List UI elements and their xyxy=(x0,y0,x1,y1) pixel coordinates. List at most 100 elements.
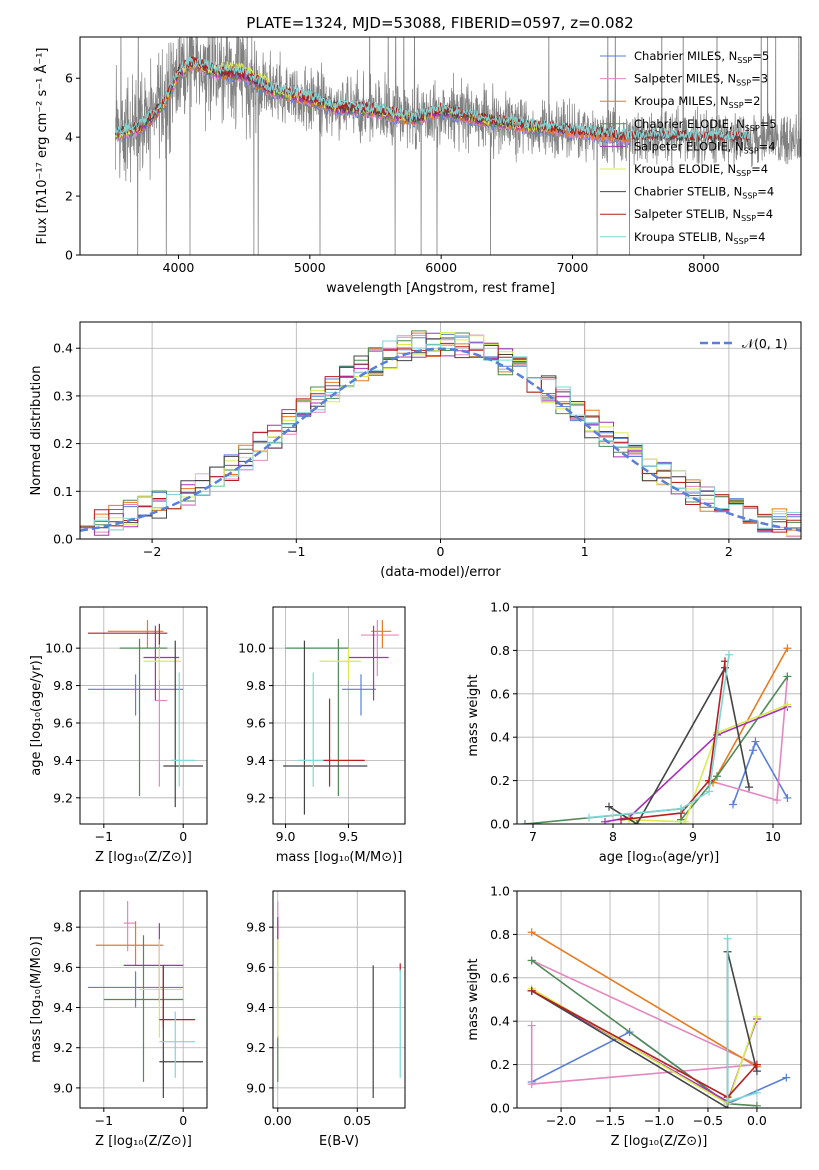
x-tick-label: −1 xyxy=(287,544,305,559)
x-tick-label: 4000 xyxy=(163,260,195,275)
panel-mass_vs_z: −1 0 9.0 9.2 9.4 9.6 9.8 Z [log₁₀(Z/Z⊙)] mass [l… xyxy=(29,890,208,1149)
weight-marker-chabrier_elodie xyxy=(527,956,536,965)
y-tick-label: 9.8 xyxy=(246,678,266,693)
legend-label-salpeter_stelib: Salpeter STELIB, NSSP=4 xyxy=(634,207,773,223)
weight-series-salpeter_miles xyxy=(527,956,761,1089)
x-tick-label: 0.05 xyxy=(343,1113,371,1128)
weight-series-kroupa_miles xyxy=(709,644,792,787)
panel-spectrum: 4000 5000 6000 7000 8000 0 2 4 6 wavelength [Angs… xyxy=(34,36,802,296)
y-tick-label: 10.0 xyxy=(45,641,73,656)
weight-line-kroupa_miles xyxy=(712,647,789,784)
weight-line-kroupa_elodie xyxy=(628,703,788,823)
legend-label-normal: 𝒩(0, 1) xyxy=(742,336,788,351)
x-tick-label: 1 xyxy=(581,544,589,559)
weight-marker-kroupa_stelib xyxy=(752,1088,761,1097)
y-axis-label: mass weight xyxy=(466,958,481,1040)
y-tick-label: 0.2 xyxy=(490,1057,510,1072)
weight-marker-chabrier_miles xyxy=(749,746,757,755)
legend-label-kroupa_stelib: Kroupa STELIB, NSSP=4 xyxy=(634,230,765,246)
plot-area xyxy=(283,620,399,815)
y-tick-label: 9.2 xyxy=(246,790,266,805)
errorbar-kroupa_stelib xyxy=(298,672,324,787)
histogram-chabrier_stelib xyxy=(80,337,801,539)
y-tick-label: 0.2 xyxy=(53,436,73,451)
x-tick-label: 10 xyxy=(765,829,781,844)
y-tick-label: 0.0 xyxy=(490,817,510,832)
weight-marker-chabrier_miles xyxy=(751,737,760,746)
legend-label-chabrier_miles: Chabrier MILES, NSSP=5 xyxy=(634,49,769,65)
legend-label-salpeter_elodie: Salpeter ELODIE, NSSP=4 xyxy=(634,139,776,155)
x-tick-label: 9.5 xyxy=(338,829,358,844)
errorbar-kroupa_miles xyxy=(95,921,164,966)
axes-frame: −1 0 9.0 9.2 9.4 9.6 9.8 Z [log₁₀(Z/Z⊙)] mass [l… xyxy=(29,890,208,1149)
spectrum-model-kroupa_stelib xyxy=(115,56,751,142)
weight-line-salpeter_stelib xyxy=(620,661,726,821)
weight-marker-chabrier_miles xyxy=(782,1073,791,1082)
errorbar-kroupa_stelib xyxy=(159,1011,196,1078)
errorbar-kroupa_elodie xyxy=(143,648,181,680)
y-tick-label: 0 xyxy=(65,248,73,263)
y-tick-label: 0.6 xyxy=(490,686,510,701)
legend-label-chabrier_elodie: Chabrier ELODIE, NSSP=5 xyxy=(634,117,777,133)
plot-area xyxy=(87,901,204,1098)
weight-series-salpeter_elodie xyxy=(601,702,792,824)
plot-area xyxy=(277,901,401,1098)
x-axis-label: Z [log₁₀(Z/Z⊙)] xyxy=(611,1134,708,1149)
y-tick-label: 9.4 xyxy=(246,753,266,768)
y-tick-label: 10.0 xyxy=(238,641,266,656)
panel-weight_vs_age: 7 8 9 10 0.0 0.2 0.4 0.6 0.8 1.0 age [log₁₀(age/yr… xyxy=(466,600,802,865)
weight-marker-chabrier_stelib xyxy=(633,820,641,824)
weight-marker-chabrier_elodie xyxy=(783,672,792,681)
weight-line-chabrier_miles xyxy=(732,739,789,805)
panel-weight_vs_z: −2.0 −1.5 −1.0 −0.5 0.0 0.0 0.2 0.4 0.6 0.8 1.0 Z [… xyxy=(466,884,802,1149)
axes-border xyxy=(79,36,802,256)
residual-legend: 𝒩(0, 1) xyxy=(700,336,788,351)
weight-series-chabrier_stelib xyxy=(527,947,761,1108)
x-tick-label: 0.0 xyxy=(747,1113,767,1128)
histogram-kroupa_elodie xyxy=(80,332,801,539)
errorbar-kroupa_elodie xyxy=(319,648,361,680)
weight-line-salpeter_elodie xyxy=(604,706,788,823)
weight-marker-salpeter_stelib xyxy=(617,815,625,824)
errorbar-chabrier_miles xyxy=(87,674,184,716)
panel-age_vs_z: −1 0 9.2 9.4 9.6 9.8 10.0 Z [log₁₀(Z/Z⊙)] age [l… xyxy=(29,606,208,865)
errorbar-chabrier_stelib xyxy=(159,965,204,1098)
y-tick-label: 9.6 xyxy=(246,960,266,975)
weight-marker-chabrier_stelib xyxy=(605,802,613,811)
axes-frame: 4000 5000 6000 7000 8000 0 2 4 6 wavelength [Angs… xyxy=(34,36,802,296)
errorbar-kroupa_miles xyxy=(371,620,392,649)
axes-border xyxy=(272,890,406,1109)
axes-frame: −2 −1 0 1 2 0.0 0.1 0.2 0.3 0.4 (data-model)/error… xyxy=(29,321,802,580)
errorbar-salpeter_stelib xyxy=(159,965,196,1028)
x-tick-label: −1 xyxy=(95,1113,113,1128)
weight-series-kroupa_elodie xyxy=(625,700,792,824)
axes-frame: 7 8 9 10 0.0 0.2 0.4 0.6 0.8 1.0 age [log₁₀(age/yr… xyxy=(466,600,802,865)
plot-area xyxy=(521,644,792,824)
errorbar-chabrier_miles xyxy=(342,674,377,716)
errorbar-salpeter_miles xyxy=(123,901,136,952)
y-tick-label: 0.0 xyxy=(490,1101,510,1116)
plot-area xyxy=(527,928,791,1108)
y-tick-label: 9.6 xyxy=(53,715,73,730)
x-tick-label: 0 xyxy=(179,1113,187,1128)
errorbar-salpeter_elodie xyxy=(143,625,180,701)
x-tick-label: 7 xyxy=(529,829,537,844)
y-tick-label: 0.4 xyxy=(490,1014,510,1029)
errorbar-kroupa_elodie xyxy=(139,939,182,1038)
x-axis-label: Z [log₁₀(Z/Z⊙)] xyxy=(95,1134,192,1149)
axes-frame: 0.00 0.05 9.0 9.2 9.4 9.6 9.8 E(B-V) xyxy=(246,890,406,1149)
errorbar-chabrier_stelib xyxy=(283,640,368,815)
x-tick-label: 9.0 xyxy=(276,829,296,844)
y-tick-label: 2 xyxy=(65,189,73,204)
weight-marker-kroupa_miles xyxy=(783,644,792,653)
y-tick-label: 1.0 xyxy=(490,884,510,899)
weight-marker-chabrier_elodie xyxy=(713,772,721,781)
errorbar-kroupa_miles xyxy=(107,620,164,649)
weight-series-salpeter_stelib xyxy=(617,657,729,824)
histogram-kroupa_stelib xyxy=(80,335,801,539)
y-axis-label: Flux [fλ10⁻¹⁷ erg cm⁻² s⁻¹ Å⁻¹] xyxy=(34,48,50,245)
weight-series-kroupa_miles xyxy=(527,928,761,1071)
y-tick-label: 0.1 xyxy=(53,484,73,499)
weight-series-salpeter_stelib xyxy=(527,986,761,1102)
